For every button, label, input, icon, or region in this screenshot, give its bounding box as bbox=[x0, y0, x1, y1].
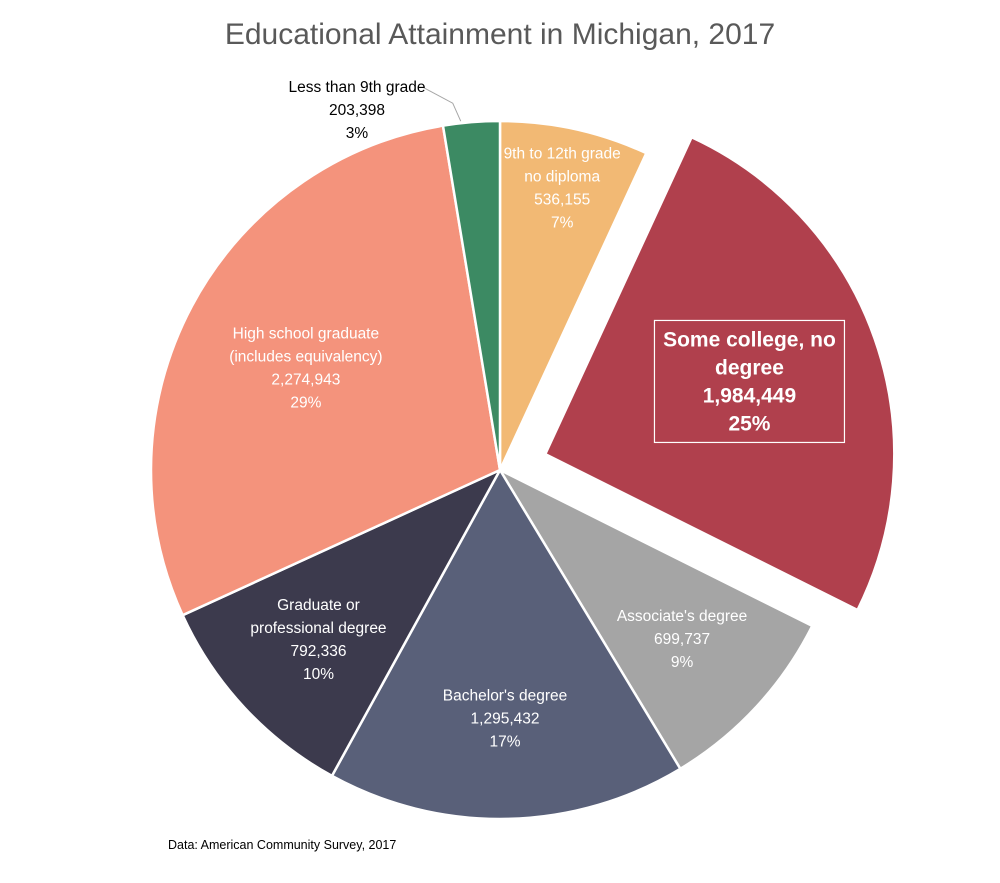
slice-label-bachelor-s-degree: Bachelor's degree 1,295,432 17% bbox=[443, 688, 567, 751]
pie-slice-high-school-graduate-includes-equivalency bbox=[149, 124, 502, 617]
slice-label-less-than-9th-grade: Less than 9th grade 203,398 3% bbox=[288, 79, 425, 142]
slice-label-associate-s-degree: Associate's degree 699,737 9% bbox=[617, 608, 747, 671]
pie-slice-some-college-no-degree bbox=[544, 136, 896, 612]
chart-footnote: Data: American Community Survey, 2017 bbox=[168, 838, 396, 852]
pie-slice-bachelor-s-degree bbox=[330, 468, 682, 821]
pie-slice-graduate-or-professional-degree bbox=[181, 468, 502, 778]
pie-slice-associate-s-degree bbox=[498, 468, 814, 771]
chart-title: Educational Attainment in Michigan, 2017 bbox=[225, 18, 775, 51]
pie-slices bbox=[149, 119, 896, 821]
leader-line bbox=[422, 86, 462, 122]
pie-labels: 9th to 12th grade no diploma 536,155 7% Some… bbox=[229, 79, 846, 751]
pie-slice-9th-to-12th-grade-no-diploma bbox=[498, 119, 648, 472]
slice-label-high-school-graduate-includes-equivalency: High school graduate (includes equivalenc… bbox=[229, 325, 382, 411]
slice-label-9th-to-12th-grade-no-diploma: 9th to 12th grade no diploma 536,155 7% bbox=[504, 146, 621, 232]
emphasis-label-box bbox=[653, 319, 846, 444]
pie-slice-less-than-9th-grade bbox=[441, 119, 502, 472]
slice-label-graduate-or-professional-degree: Graduate or professional degree 792,336 10% bbox=[250, 597, 386, 683]
slice-label-some-college-no-degree: Some college, no degree 1,984,449 25% bbox=[663, 328, 836, 435]
